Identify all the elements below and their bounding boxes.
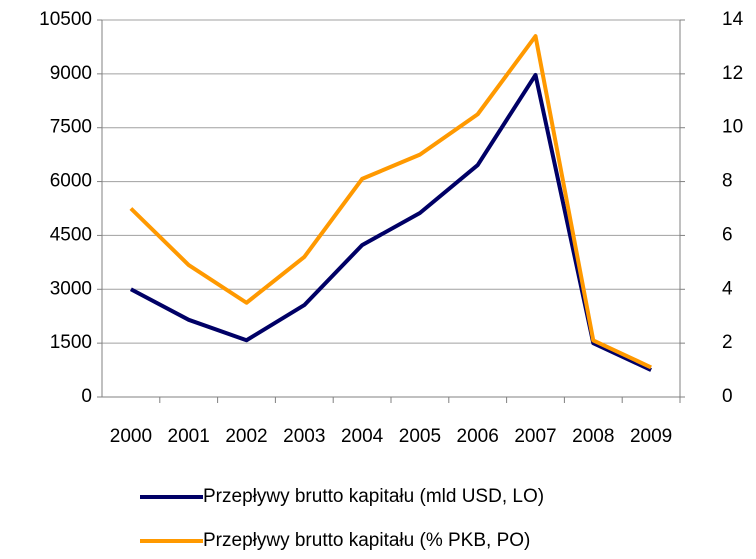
x-tick-label: 2009 — [630, 426, 672, 447]
line-series — [129, 72, 652, 372]
y2-tick-label: 6 — [722, 224, 733, 245]
line-series — [129, 34, 652, 370]
x-tick-label: 2006 — [457, 426, 499, 447]
x-tick-label: 2007 — [514, 426, 556, 447]
y-tick-label: 0 — [81, 386, 92, 407]
x-tick-label: 2008 — [572, 426, 614, 447]
y2-tick-label: 12 — [722, 63, 743, 84]
x-tick-label: 2003 — [283, 426, 325, 447]
y-tick-label: 7500 — [50, 117, 92, 138]
y-tick-label: 1500 — [50, 332, 92, 353]
x-tick-label: 2005 — [399, 426, 441, 447]
y-tick-label: 3000 — [50, 278, 92, 299]
legend-label: Przepływy brutto kapitału (% PKB, PO) — [203, 530, 530, 551]
y-tick-label: 10500 — [39, 9, 92, 30]
y2-tick-label: 8 — [722, 171, 733, 192]
x-tick-label: 2001 — [168, 426, 210, 447]
y2-tick-label: 4 — [722, 278, 733, 299]
y2-tick-label: 14 — [722, 9, 744, 30]
y-tick-label: 6000 — [50, 171, 92, 192]
y2-tick-label: 10 — [722, 117, 743, 138]
x-tick-label: 2004 — [341, 426, 384, 447]
legend-label: Przepływy brutto kapitału (mld USD, LO) — [203, 486, 544, 507]
y-tick-label: 9000 — [50, 63, 92, 84]
y-tick-label: 4500 — [50, 224, 92, 245]
y2-tick-label: 2 — [722, 332, 733, 353]
x-tick-label: 2000 — [110, 426, 152, 447]
x-tick-label: 2002 — [225, 426, 267, 447]
y2-tick-label: 0 — [722, 386, 733, 407]
